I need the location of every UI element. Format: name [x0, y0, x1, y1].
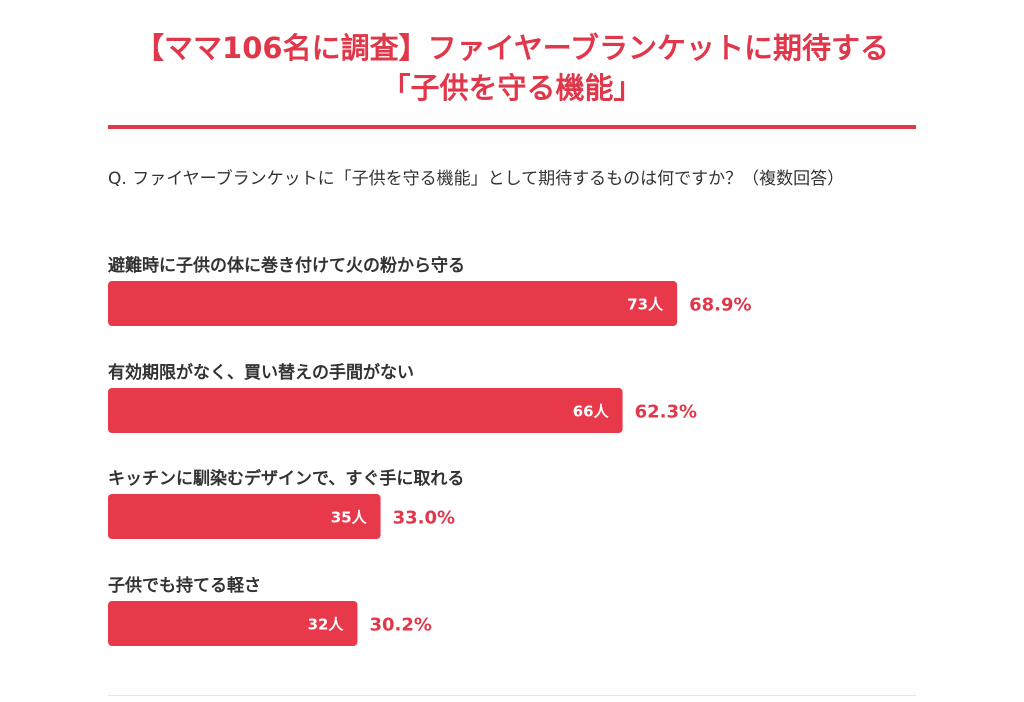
count-label: 35人 [331, 509, 368, 527]
bar [108, 601, 358, 646]
percent-label: 62.3% [635, 402, 697, 423]
category-label: 避難時に子供の体に巻き付けて火の粉から守る [108, 255, 465, 276]
question-text: Q. ファイヤーブランケットに「子供を守る機能」として期待するものは何ですか？（… [108, 169, 845, 189]
percent-label: 68.9% [689, 295, 751, 316]
count-label: 32人 [308, 616, 345, 634]
category-label: 子供でも持てる軽さ [108, 575, 261, 596]
title-line-1: 【ママ106名に調査】ファイヤーブランケットに期待する [135, 31, 889, 65]
bar [108, 494, 381, 539]
count-label: 66人 [573, 403, 610, 421]
title-line-2: 「子供を守る機能」 [381, 71, 643, 105]
category-label: 有効期限がなく、買い替えの手間がない [108, 362, 414, 383]
percent-label: 30.2% [369, 615, 431, 636]
count-label: 73人 [627, 296, 664, 314]
bar [108, 388, 623, 433]
bottom-divider [108, 695, 916, 696]
page-title: 【ママ106名に調査】ファイヤーブランケットに期待する 「子供を守る機能」 [108, 28, 916, 108]
title-divider [108, 125, 916, 129]
category-label: キッチンに馴染むデザインで、すぐ手に取れる [108, 468, 464, 489]
percent-label: 33.0% [393, 508, 455, 529]
bar [108, 281, 678, 326]
